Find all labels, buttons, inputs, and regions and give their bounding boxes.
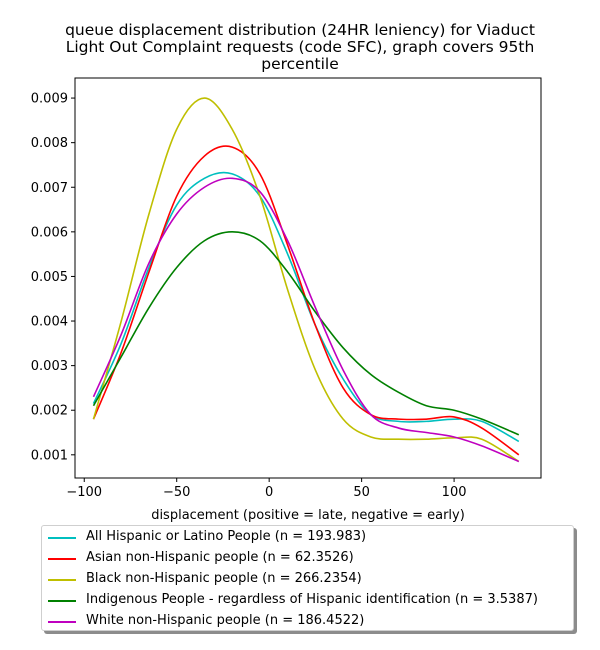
x-tick-label: 0 bbox=[265, 485, 273, 500]
legend-swatch bbox=[48, 579, 76, 581]
legend-item: Indigenous People - regardless of Hispan… bbox=[42, 590, 573, 611]
legend-item: Asian non-Hispanic people (n = 62.3526) bbox=[42, 548, 573, 569]
y-tick-label: 0.009 bbox=[31, 92, 68, 107]
series-line-3 bbox=[92, 97, 520, 463]
y-tick-label: 0.006 bbox=[31, 225, 68, 240]
legend-label: Asian non-Hispanic people (n = 62.3526) bbox=[86, 550, 354, 565]
legend-label: All Hispanic or Latino People (n = 193.9… bbox=[86, 529, 367, 544]
x-tick-label: 50 bbox=[353, 485, 370, 500]
legend: All Hispanic or Latino People (n = 193.9… bbox=[41, 525, 574, 631]
x-tick-label: 100 bbox=[442, 485, 467, 500]
y-tick-label: 0.002 bbox=[31, 404, 68, 419]
series-layer bbox=[92, 97, 520, 463]
x-tick-label: −100 bbox=[66, 485, 102, 500]
legend-label: White non-Hispanic people (n = 186.4522) bbox=[86, 613, 365, 628]
legend-swatch bbox=[48, 600, 76, 602]
series-line-1 bbox=[92, 171, 520, 443]
plot-area-frame bbox=[74, 77, 542, 479]
y-tick-label: 0.007 bbox=[31, 181, 68, 196]
x-tick-label: −50 bbox=[163, 485, 190, 500]
y-tick-label: 0.005 bbox=[31, 270, 68, 285]
y-tick-label: 0.001 bbox=[31, 448, 68, 463]
x-axis: −100 −50 0 50 100 bbox=[66, 478, 467, 500]
legend-label: Black non-Hispanic people (n = 266.2354) bbox=[86, 571, 362, 586]
series-line-4 bbox=[92, 231, 520, 436]
legend-item: White non-Hispanic people (n = 186.4522) bbox=[42, 611, 573, 632]
y-tick-label: 0.008 bbox=[31, 136, 68, 151]
chart-title-line-1: queue displacement distribution (24HR le… bbox=[65, 21, 535, 39]
legend-swatch bbox=[48, 621, 76, 623]
y-tick-label: 0.003 bbox=[31, 359, 68, 374]
chart-title-line-2: Light Out Complaint requests (code SFC),… bbox=[65, 38, 535, 56]
x-axis-label: displacement (positive = late, negative … bbox=[151, 508, 465, 523]
legend-swatch bbox=[48, 558, 76, 560]
series-line-2 bbox=[92, 145, 520, 456]
chart-title-line-3: percentile bbox=[261, 55, 339, 73]
series-line-5 bbox=[92, 177, 520, 463]
y-tick-label: 0.004 bbox=[31, 315, 68, 330]
y-axis: 0.001 0.002 0.003 0.004 0.005 0.006 0.007 0.008… bbox=[31, 92, 75, 463]
legend-item: All Hispanic or Latino People (n = 193.9… bbox=[42, 527, 573, 548]
legend-label: Indigenous People - regardless of Hispan… bbox=[86, 592, 538, 607]
legend-swatch bbox=[48, 537, 76, 539]
legend-item: Black non-Hispanic people (n = 266.2354) bbox=[42, 569, 573, 590]
